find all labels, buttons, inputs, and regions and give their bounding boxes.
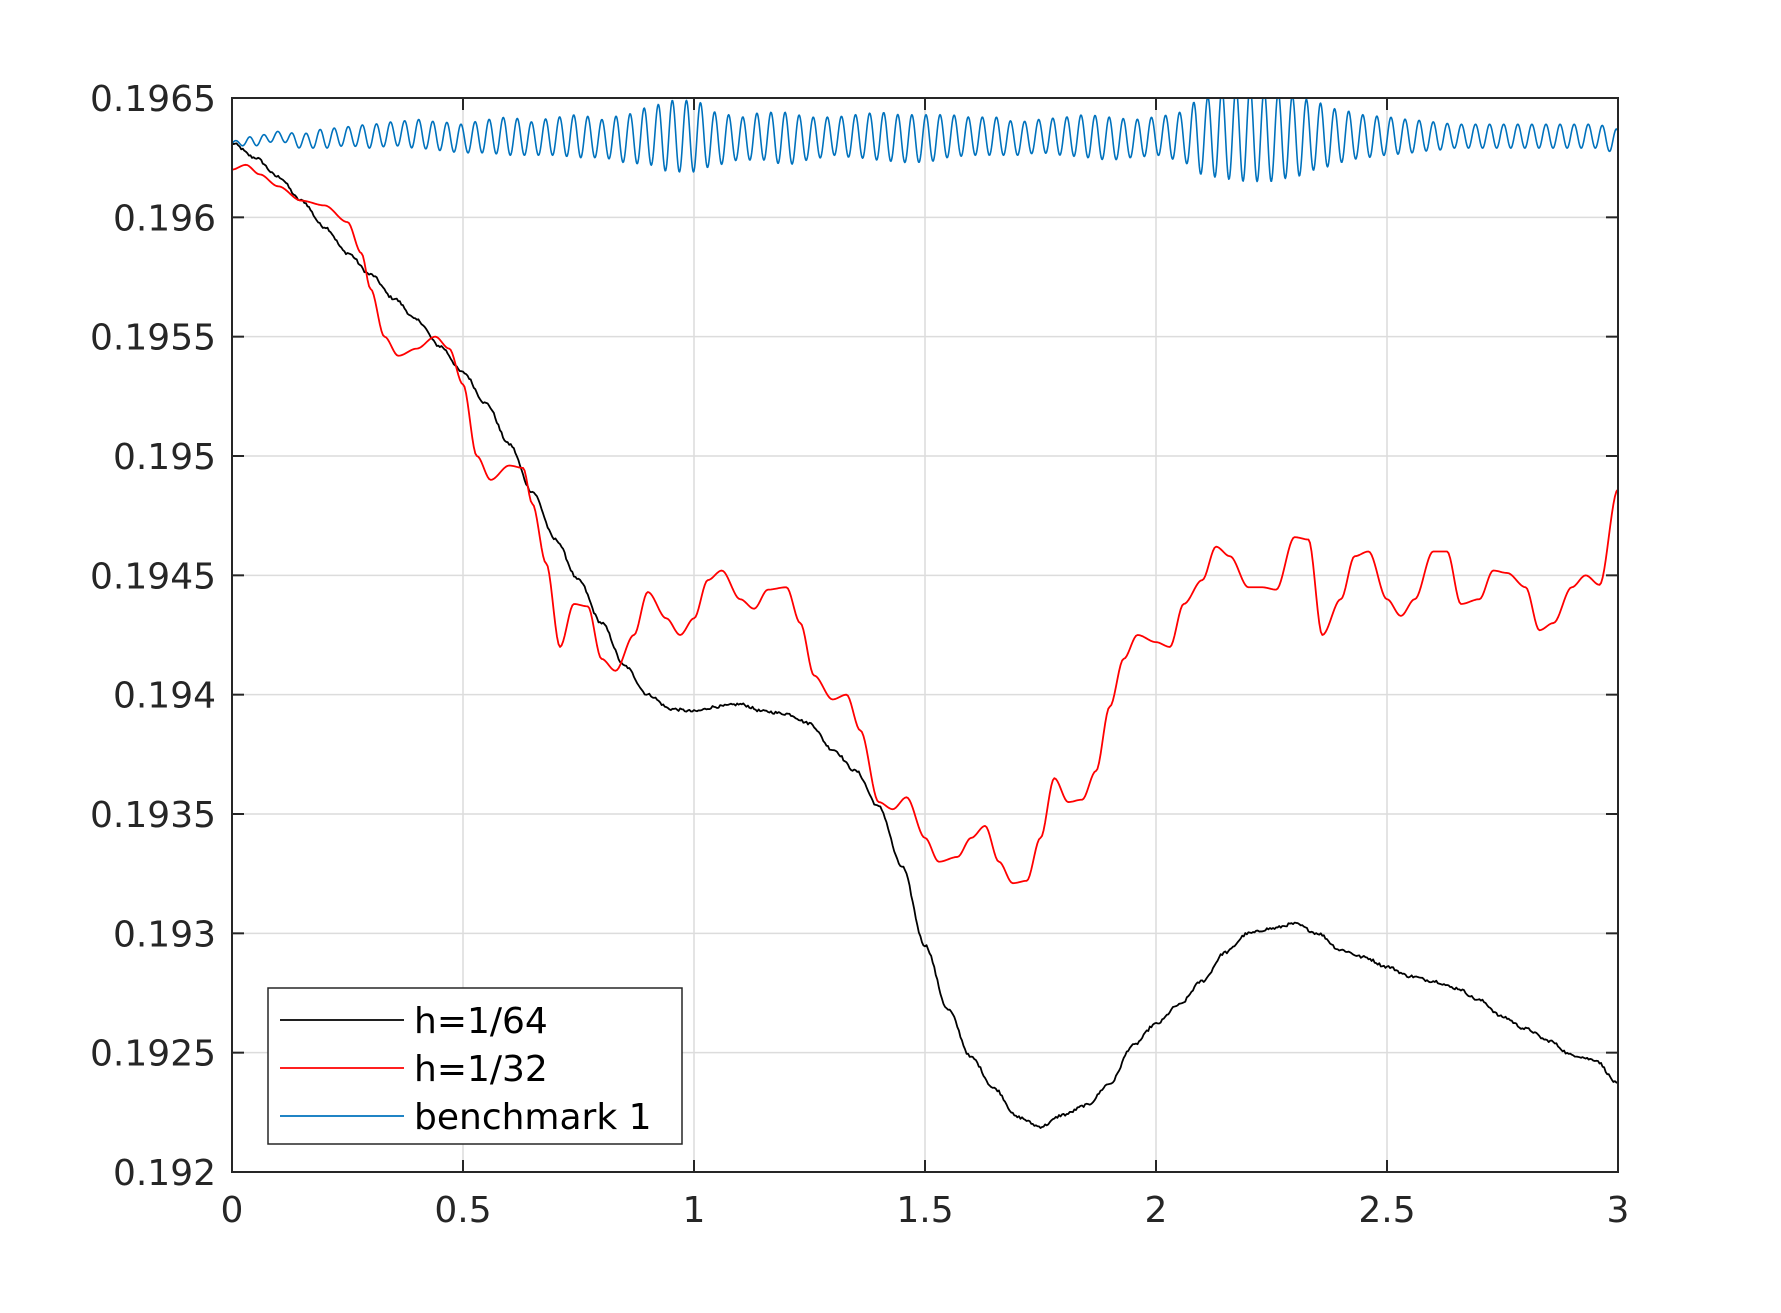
series-h-1-64-line [232, 142, 1618, 1129]
series-benchmark-1-line [232, 98, 1618, 183]
y-tick-label: 0.1965 [90, 79, 216, 120]
legend-label: h=1/64 [414, 1001, 548, 1042]
y-tick-label: 0.193 [113, 914, 216, 955]
x-tick-label: 2.5 [1358, 1190, 1415, 1231]
legend-label: benchmark 1 [414, 1097, 652, 1138]
y-tick-label: 0.194 [113, 676, 216, 717]
y-tick-label: 0.196 [113, 198, 216, 239]
y-tick-label: 0.192 [113, 1153, 216, 1194]
legend-box [267, 987, 683, 1145]
y-tick-label: 0.1955 [90, 318, 216, 359]
y-tick-label: 0.1945 [90, 556, 216, 597]
series-group [232, 98, 1618, 1129]
x-tick-label: 0 [221, 1190, 244, 1231]
series-h-1-32-line [232, 163, 1618, 885]
ticks: 0 0.5 1 1.5 2 2.5 3 0.192 0.1925 0.193 0.1935 0.194… [90, 79, 1629, 1231]
x-tick-label: 1.5 [896, 1190, 953, 1231]
x-tick-label: 2 [1145, 1190, 1168, 1231]
legend-label: h=1/32 [414, 1049, 548, 1090]
y-tick-label: 0.1925 [90, 1034, 216, 1075]
x-tick-label: 1 [683, 1190, 706, 1231]
y-tick-label: 0.1935 [90, 795, 216, 836]
x-tick-label: 3 [1607, 1190, 1630, 1231]
x-tick-label: 0.5 [434, 1190, 491, 1231]
y-tick-label: 0.195 [113, 437, 216, 478]
legend: h=1/64 h=1/32 benchmark 1 [267, 987, 683, 1145]
